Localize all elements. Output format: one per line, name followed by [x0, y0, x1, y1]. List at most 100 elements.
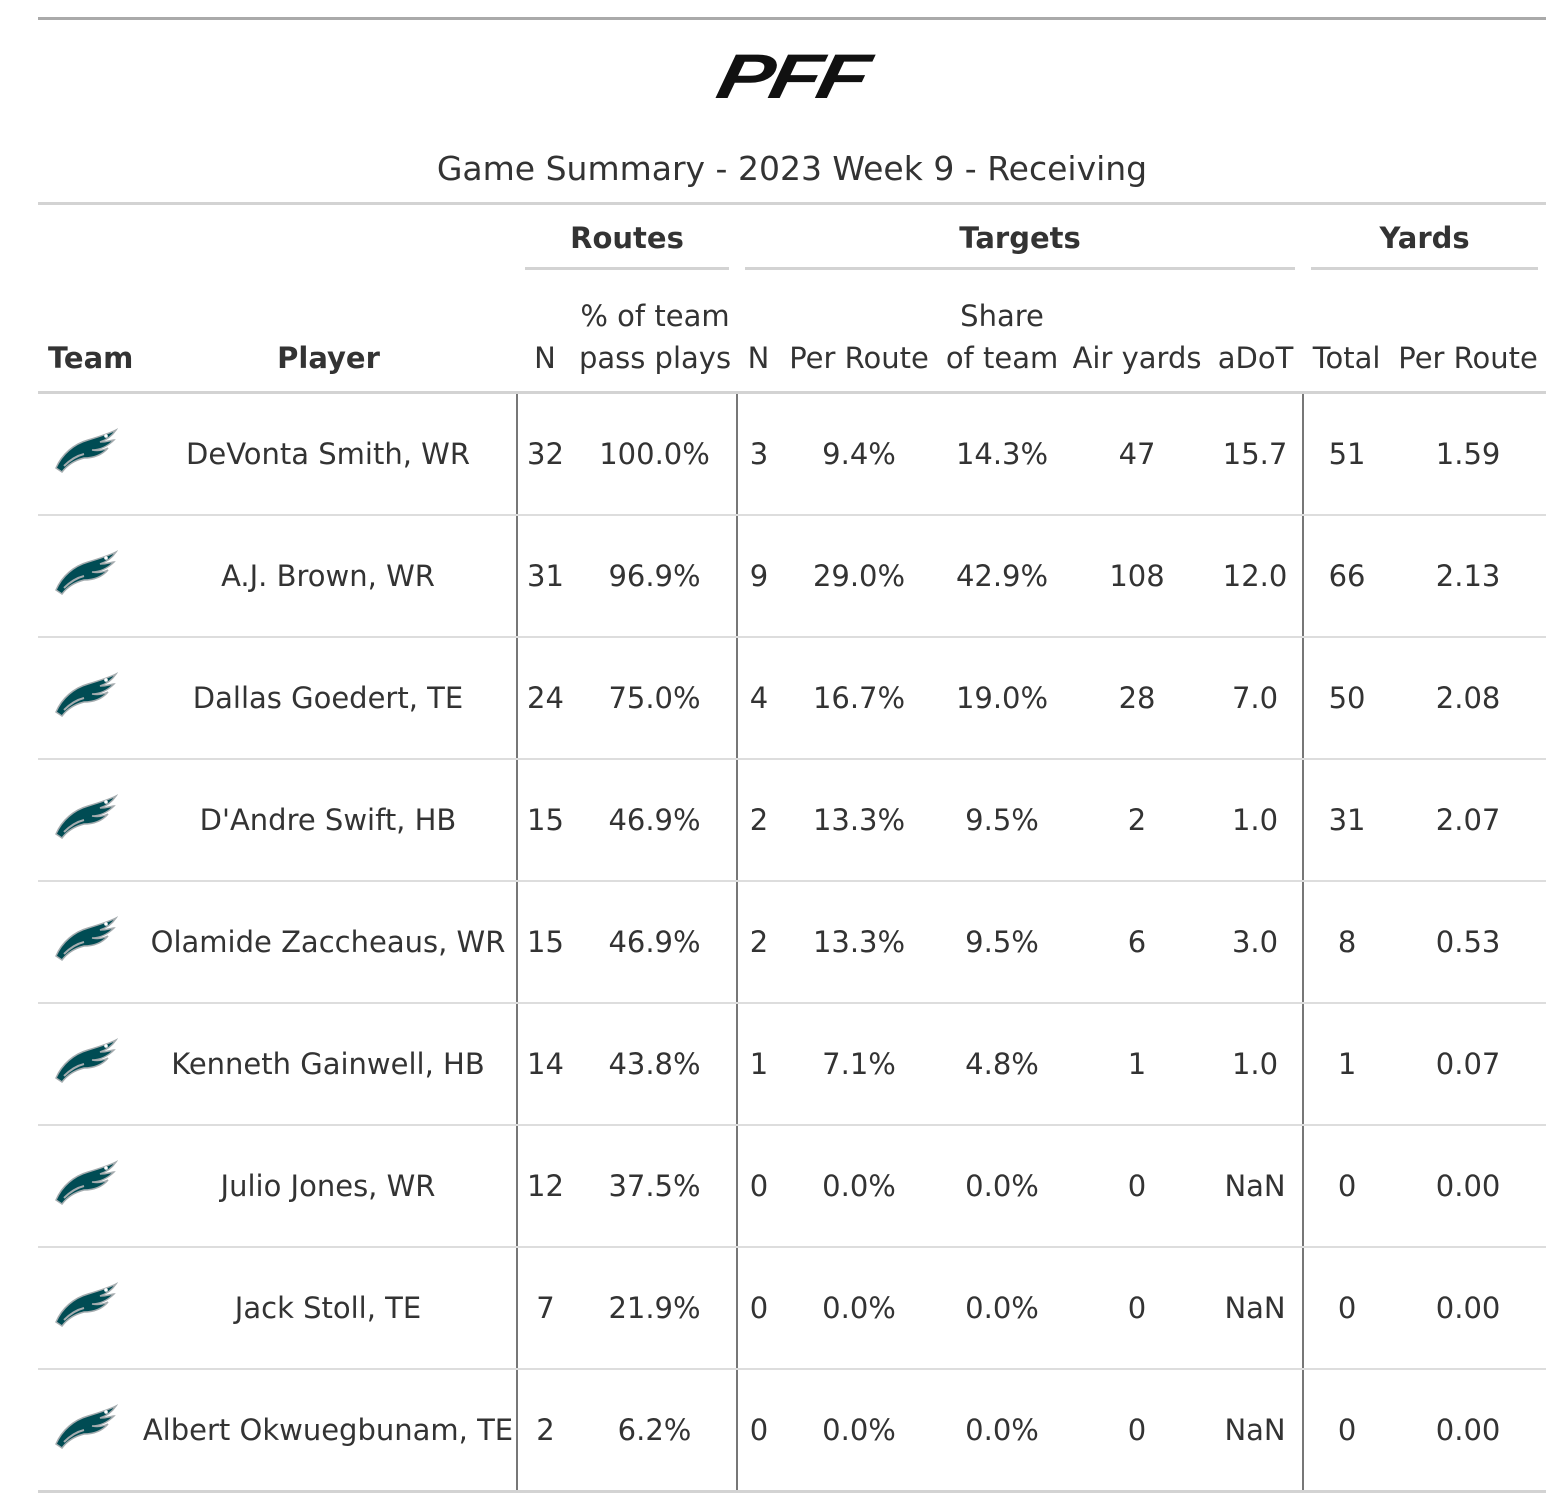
- team-cell: [38, 1125, 140, 1248]
- player-cell: DeVonta Smith, WR: [140, 392, 517, 516]
- stat-cell: 108: [1066, 515, 1209, 638]
- column-header: Team: [38, 271, 140, 394]
- stat-cell: 32: [516, 392, 573, 516]
- stat-cell: 0: [1302, 1369, 1391, 1493]
- column-header: % of team pass plays: [573, 271, 738, 394]
- stat-cell: 0: [1066, 1125, 1209, 1248]
- stat-cell: 9.5%: [938, 881, 1067, 1004]
- stat-cell: 0: [736, 1369, 781, 1493]
- stat-cell: 0.0%: [780, 1247, 939, 1370]
- column-header-line: Total: [1312, 341, 1381, 375]
- stat-cell: 0.0%: [938, 1125, 1067, 1248]
- table-row: DeVonta Smith, WR 32 100.0% 3 9.4% 14.3% 47 15.…: [38, 392, 1547, 516]
- stat-cell: 0: [1066, 1247, 1209, 1370]
- header-row: Team Player N % of team pass plays N Per Route…: [38, 271, 1547, 394]
- stat-cell: 0: [736, 1247, 781, 1370]
- team-logo: [55, 549, 119, 595]
- stat-cell: 0.0%: [780, 1125, 939, 1248]
- table-row: Kenneth Gainwell, HB 14 43.8% 1 7.1% 4.8% 1 1.0…: [38, 1003, 1547, 1126]
- column-header: Share of team: [938, 271, 1067, 394]
- column-header-line: % of team: [580, 299, 730, 333]
- stat-cell: 31: [516, 515, 573, 638]
- stat-cell: 2.07: [1390, 759, 1547, 882]
- stat-cell: 100.0%: [573, 392, 738, 516]
- stat-cell: 0: [736, 1125, 781, 1248]
- column-header: Per Route: [1390, 271, 1547, 394]
- stat-cell: 47: [1066, 392, 1209, 516]
- stat-cell: 15: [516, 881, 573, 1004]
- spanner-row: Routes Targets Yards: [38, 202, 1547, 271]
- stat-cell: 21.9%: [573, 1247, 738, 1370]
- table: Routes Targets Yards Team Player N % of team p…: [38, 202, 1547, 1493]
- team-cell: [38, 515, 140, 638]
- spanner-label: Yards: [1311, 207, 1539, 270]
- stat-cell: 3: [736, 392, 781, 516]
- stat-cell: 4.8%: [938, 1003, 1067, 1126]
- top-rule: [38, 17, 1546, 20]
- table-row: Olamide Zaccheaus, WR 15 46.9% 2 13.3% 9.5% 6 3…: [38, 881, 1547, 1004]
- column-header-line: Air yards: [1072, 341, 1202, 375]
- team-cell: [38, 637, 140, 760]
- stat-cell: 0: [1302, 1125, 1391, 1248]
- stat-cell: 46.9%: [573, 759, 738, 882]
- column-header-line: Per Route: [1398, 341, 1538, 375]
- stat-cell: 2: [736, 881, 781, 1004]
- column-header-line: Per Route: [789, 341, 929, 375]
- stat-cell: 7.0: [1208, 637, 1304, 760]
- logo: PFF: [711, 40, 873, 112]
- stat-cell: 15: [516, 759, 573, 882]
- stat-cell: 0.00: [1390, 1125, 1547, 1248]
- stat-cell: 7.1%: [780, 1003, 939, 1126]
- stat-cell: 42.9%: [938, 515, 1067, 638]
- stat-cell: 12: [516, 1125, 573, 1248]
- player-cell: Jack Stoll, TE: [140, 1247, 517, 1370]
- player-cell: D'Andre Swift, HB: [140, 759, 517, 882]
- spanner-cell: Targets: [737, 202, 1304, 271]
- team-cell: [38, 392, 140, 516]
- stat-cell: 66: [1302, 515, 1391, 638]
- team-logo: [55, 1159, 119, 1205]
- player-cell: Dallas Goedert, TE: [140, 637, 517, 760]
- stat-cell: 1.0: [1208, 1003, 1304, 1126]
- stat-cell: 46.9%: [573, 881, 738, 1004]
- stat-cell: 15.7: [1208, 392, 1304, 516]
- stat-cell: 3.0: [1208, 881, 1304, 1004]
- team-cell: [38, 881, 140, 1004]
- stat-cell: 0.00: [1390, 1247, 1547, 1370]
- stat-cell: 2: [1066, 759, 1209, 882]
- table-row: A.J. Brown, WR 31 96.9% 9 29.0% 42.9% 108 12.0 6…: [38, 515, 1547, 638]
- stat-cell: 8: [1302, 881, 1391, 1004]
- table-row: Jack Stoll, TE 7 21.9% 0 0.0% 0.0% 0 NaN 0 0.00: [38, 1247, 1547, 1370]
- stat-cell: 9.4%: [780, 392, 939, 516]
- spanner-label: Targets: [745, 207, 1296, 270]
- table-body: DeVonta Smith, WR 32 100.0% 3 9.4% 14.3% 47 15.…: [38, 392, 1547, 1493]
- team-logo: [55, 671, 119, 717]
- table-row: Dallas Goedert, TE 24 75.0% 4 16.7% 19.0% 28 7.…: [38, 637, 1547, 760]
- column-header-line: of team: [945, 341, 1059, 375]
- team-cell: [38, 1369, 140, 1493]
- table-row: Albert Okwuegbunam, TE 2 6.2% 0 0.0% 0.0% 0 NaN…: [38, 1369, 1547, 1493]
- stat-cell: 0.07: [1390, 1003, 1547, 1126]
- stat-cell: 28: [1066, 637, 1209, 760]
- stat-cell: 75.0%: [573, 637, 738, 760]
- stat-cell: 37.5%: [573, 1125, 738, 1248]
- stat-cell: 0.00: [1390, 1369, 1547, 1493]
- stat-cell: 24: [516, 637, 573, 760]
- stat-cell: 29.0%: [780, 515, 939, 638]
- stat-cell: 0.0%: [938, 1369, 1067, 1493]
- stat-cell: NaN: [1208, 1247, 1304, 1370]
- stat-cell: NaN: [1208, 1125, 1304, 1248]
- spanner-label: Routes: [525, 207, 730, 270]
- stat-cell: 1: [1302, 1003, 1391, 1126]
- stat-cell: 4: [736, 637, 781, 760]
- team-logo: [55, 915, 119, 961]
- stat-cell: 43.8%: [573, 1003, 738, 1126]
- spanner-cell: Yards: [1303, 202, 1547, 271]
- team-logo: [55, 1037, 119, 1083]
- stat-cell: 14.3%: [938, 392, 1067, 516]
- stat-cell: 2.13: [1390, 515, 1547, 638]
- column-header: aDoT: [1208, 271, 1304, 394]
- team-cell: [38, 1003, 140, 1126]
- player-cell: A.J. Brown, WR: [140, 515, 517, 638]
- team-logo: [55, 1403, 119, 1449]
